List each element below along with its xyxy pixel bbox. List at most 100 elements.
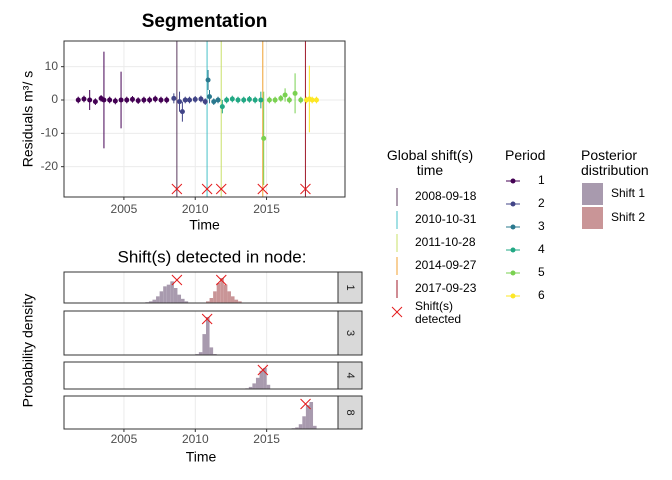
legend-key bbox=[510, 224, 516, 230]
point bbox=[141, 97, 147, 103]
legend-key bbox=[510, 270, 516, 276]
point bbox=[292, 90, 298, 96]
point bbox=[224, 97, 230, 103]
point bbox=[147, 97, 153, 103]
legend-key bbox=[391, 306, 403, 318]
point bbox=[187, 97, 193, 103]
density-bar bbox=[266, 384, 271, 389]
density-bar bbox=[205, 301, 210, 303]
x-tick-label: 2010 bbox=[182, 202, 209, 216]
density-bar bbox=[152, 299, 157, 303]
shift-marker bbox=[257, 183, 269, 195]
density-bar bbox=[255, 377, 260, 389]
point bbox=[118, 97, 124, 103]
point bbox=[177, 99, 183, 105]
legend-key bbox=[582, 207, 603, 229]
density-bar bbox=[252, 383, 256, 389]
legend-label: 2017-09-23 bbox=[415, 281, 477, 295]
y-axis-label: Residuals m³/ s bbox=[20, 71, 36, 167]
strip-label: 4 bbox=[344, 372, 356, 378]
point bbox=[164, 97, 170, 103]
point bbox=[92, 99, 98, 105]
density-bar bbox=[220, 278, 224, 303]
density-bar bbox=[298, 424, 303, 429]
point bbox=[135, 98, 141, 104]
strip-label: 8 bbox=[344, 409, 356, 415]
legend-label: 5 bbox=[538, 265, 545, 279]
density-bar bbox=[198, 352, 203, 355]
density-bar bbox=[227, 291, 231, 303]
legend-label: 2010-10-31 bbox=[415, 212, 477, 226]
strip-label: 1 bbox=[344, 284, 356, 290]
detected-marker bbox=[171, 274, 183, 286]
density-bar bbox=[302, 416, 306, 429]
density-bar bbox=[259, 370, 264, 389]
y-tick-label: -10 bbox=[41, 126, 59, 140]
density-bar bbox=[309, 402, 314, 429]
point bbox=[266, 97, 272, 103]
detected-marker bbox=[257, 364, 269, 376]
density-bar bbox=[263, 368, 267, 389]
legend-label: 3 bbox=[538, 219, 545, 233]
legend-key bbox=[582, 183, 603, 205]
chart-title: Segmentation bbox=[142, 11, 268, 32]
legend-key bbox=[510, 178, 516, 184]
point bbox=[75, 97, 81, 103]
legend-title: Global shift(s) time bbox=[386, 147, 474, 178]
x-axis-label: Time bbox=[189, 217, 220, 233]
point bbox=[272, 97, 278, 103]
point bbox=[112, 98, 118, 104]
point bbox=[258, 97, 264, 103]
detected-marker bbox=[201, 313, 213, 325]
point bbox=[229, 96, 235, 102]
detected-marker bbox=[300, 398, 311, 410]
legend-label: 4 bbox=[538, 242, 545, 256]
density-bar bbox=[238, 301, 242, 303]
point bbox=[124, 97, 130, 103]
x-tick-label: 2005 bbox=[111, 202, 138, 216]
point bbox=[235, 97, 241, 103]
point bbox=[205, 77, 211, 83]
x-tick-label: 2015 bbox=[253, 202, 280, 216]
point bbox=[152, 96, 158, 102]
density-bar bbox=[313, 425, 317, 429]
point bbox=[81, 96, 87, 102]
x-tick-label: 2010 bbox=[182, 432, 209, 446]
legend-key bbox=[510, 293, 516, 299]
strip bbox=[337, 361, 363, 390]
y-tick-label: -20 bbox=[41, 159, 59, 173]
density-bar bbox=[148, 301, 153, 303]
legend-label: Shift 1 bbox=[611, 186, 645, 200]
density-bar bbox=[205, 317, 210, 355]
density-bar bbox=[202, 334, 206, 355]
strip-label: 3 bbox=[344, 330, 356, 336]
density-bar bbox=[234, 299, 239, 303]
density-bar bbox=[163, 286, 167, 303]
density-bar bbox=[181, 298, 185, 303]
point bbox=[158, 97, 164, 103]
shift-marker bbox=[300, 183, 311, 195]
density-bar bbox=[295, 427, 299, 429]
point bbox=[219, 104, 225, 110]
point bbox=[286, 97, 292, 103]
panel bbox=[64, 41, 345, 197]
point bbox=[298, 97, 304, 103]
density-bar bbox=[213, 291, 217, 303]
facet-panel bbox=[64, 396, 338, 429]
x-tick-label: 2005 bbox=[111, 432, 138, 446]
point bbox=[211, 99, 217, 105]
legend-label: 2011-10-28 bbox=[415, 235, 476, 249]
point bbox=[101, 97, 107, 103]
point bbox=[179, 109, 185, 115]
point bbox=[171, 95, 177, 101]
point bbox=[313, 97, 319, 103]
density-bar bbox=[156, 296, 160, 303]
legend-key bbox=[510, 247, 516, 253]
legend-label: 1 bbox=[538, 173, 545, 187]
facet-panel bbox=[64, 311, 338, 355]
density-bar bbox=[209, 347, 214, 355]
legend-title: Posterior distribution bbox=[581, 147, 649, 178]
point bbox=[202, 99, 208, 105]
point bbox=[182, 97, 188, 103]
